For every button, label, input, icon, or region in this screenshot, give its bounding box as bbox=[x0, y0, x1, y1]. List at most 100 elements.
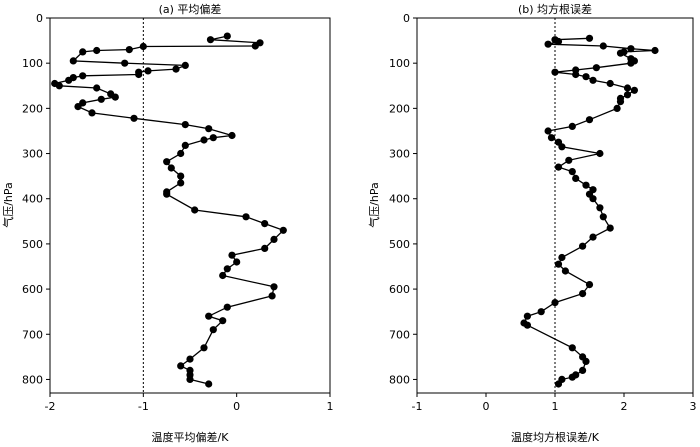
panel-b-y-tick-label: 200 bbox=[389, 102, 410, 115]
panel-a-data-point bbox=[181, 141, 189, 149]
panel-b-data-point bbox=[579, 290, 587, 298]
panel-a-data-point bbox=[191, 206, 199, 214]
panel-a-data-point bbox=[279, 226, 287, 234]
panel-b-data-point bbox=[599, 42, 607, 50]
panel-b-x-tick-label: 3 bbox=[690, 400, 697, 413]
panel-a-y-tick-label: 800 bbox=[22, 373, 43, 386]
panel-b-data-point bbox=[623, 91, 632, 99]
panel-a-data-point bbox=[74, 103, 82, 111]
panel-b-data-point bbox=[554, 260, 563, 268]
panel-b-data-point bbox=[547, 134, 556, 142]
panel-b-data-point bbox=[585, 116, 594, 124]
panel-a-data-point bbox=[125, 46, 133, 54]
panel-a-y-tick-label: 300 bbox=[22, 148, 43, 161]
panel-b-data-point bbox=[568, 122, 576, 130]
panel-a-data-point bbox=[181, 121, 189, 129]
panel-b-data-point bbox=[551, 68, 559, 76]
panel-a-y-tick-label: 400 bbox=[22, 193, 43, 206]
panel-b-y-axis-label: 气压/hPa bbox=[367, 182, 381, 228]
panel-a-data-point bbox=[251, 42, 259, 50]
panel-a-data-point bbox=[55, 82, 63, 90]
panel-a-data-point bbox=[121, 59, 129, 67]
panel-b-data-point bbox=[651, 46, 659, 55]
panel-b-data-point bbox=[582, 357, 590, 365]
panel-a-data-point bbox=[223, 265, 231, 273]
panel-b-data-point bbox=[523, 321, 532, 329]
panel-a-x-tick-label: -2 bbox=[45, 400, 56, 413]
panel-a-data-point bbox=[209, 326, 217, 334]
panel-b-data-point bbox=[568, 344, 576, 352]
panel-a-x-tick-label: 0 bbox=[233, 400, 240, 413]
panel-a-y-tick-label: 200 bbox=[22, 102, 43, 115]
panel-a-data-point bbox=[233, 258, 241, 266]
panel-b-x-tick-label: 0 bbox=[483, 400, 490, 413]
panel-b-data-point bbox=[565, 156, 573, 164]
panel-a-data-point bbox=[111, 93, 119, 101]
panel-a-data-point bbox=[172, 65, 180, 73]
panel-b-y-tick-label: 100 bbox=[389, 57, 410, 70]
panel-b-data-point bbox=[589, 233, 597, 241]
panel-a-x-tick-label: 1 bbox=[327, 400, 334, 413]
panel-a-y-tick-label: 700 bbox=[22, 328, 43, 341]
panel-b-data-point bbox=[585, 281, 594, 289]
panel-b-data-point bbox=[585, 34, 594, 42]
panel-b-data-point bbox=[627, 59, 635, 67]
panel-a-data-point bbox=[135, 70, 143, 79]
panel-b-data-point bbox=[596, 204, 604, 212]
panel-b-data-point bbox=[606, 224, 614, 232]
panel-a-data-point bbox=[181, 61, 189, 69]
panel-a-data-point bbox=[205, 125, 213, 133]
panel-a-data-point bbox=[223, 32, 231, 40]
panel-a-y-tick-label: 500 bbox=[22, 238, 43, 251]
panel-a-data-point bbox=[228, 251, 236, 259]
panel-a-x-axis-label: 温度平均偏差/K bbox=[152, 430, 230, 444]
panel-a-data-point bbox=[88, 109, 96, 117]
panel-a-data-point bbox=[144, 67, 152, 75]
panel-a-title: (a) 平均偏差 bbox=[159, 2, 222, 16]
panel-b-data-point bbox=[523, 312, 532, 320]
panel-b-y-tick-label: 300 bbox=[389, 148, 410, 161]
panel-b-y-tick-label: 700 bbox=[389, 328, 410, 341]
panel-b-data-point bbox=[572, 70, 580, 79]
panel-b-x-ticks: -1 0 1 2 3 bbox=[412, 393, 697, 413]
panel-a-data-point bbox=[186, 355, 194, 363]
panel-b-data-point bbox=[572, 174, 580, 182]
panel-a-data-point bbox=[205, 312, 213, 320]
panel-b-y-tick-label: 0 bbox=[403, 12, 410, 25]
panel-b-y-ticks: 0 100 200 300 400 500 600 700 800 bbox=[389, 12, 417, 386]
panel-a-y-tick-label: 600 bbox=[22, 283, 43, 296]
panel-a-data-point bbox=[205, 380, 213, 388]
panel-a-data-point bbox=[69, 57, 77, 65]
panel-b-y-tick-label: 600 bbox=[389, 283, 410, 296]
panel-a-data-point bbox=[186, 375, 194, 383]
panel-b-data-point bbox=[544, 40, 552, 48]
panel-b-x-tick-label: -1 bbox=[412, 400, 423, 413]
panel-b-data-point bbox=[592, 64, 601, 72]
panel-a-data-point bbox=[200, 344, 208, 352]
panel-b-data-point bbox=[589, 195, 597, 203]
panel-a-data-point bbox=[177, 172, 185, 180]
panel-b-data-point bbox=[558, 143, 566, 151]
panel-a-data-point bbox=[79, 72, 87, 80]
panel-b-data-point bbox=[613, 104, 621, 112]
panel-a-data-point bbox=[219, 317, 227, 325]
panel-b-data-point bbox=[568, 373, 576, 381]
panel-b-data-point bbox=[579, 242, 587, 250]
panel-b-x-tick-label: 2 bbox=[621, 400, 628, 413]
panel-b-data-point bbox=[589, 76, 597, 84]
panel-a-data-point bbox=[163, 190, 171, 198]
panel-a-y-tick-label: 100 bbox=[22, 57, 43, 70]
panel-b-data-point bbox=[544, 127, 552, 135]
panel-a-y-ticks: 0 100 200 300 400 500 600 700 800 bbox=[22, 12, 50, 386]
panel-b-data-point bbox=[537, 308, 545, 316]
panel-b-data-point bbox=[554, 163, 563, 171]
panel-b-data-point bbox=[582, 73, 590, 81]
panel-b-data-point bbox=[599, 213, 607, 221]
panel-a-data-point bbox=[139, 42, 147, 51]
panel-a-data-point bbox=[163, 158, 171, 166]
panel-a-data-point bbox=[270, 283, 278, 291]
panel-a-data-point bbox=[79, 48, 87, 56]
panel-b-y-tick-label: 400 bbox=[389, 193, 410, 206]
panel-a-data-point bbox=[242, 213, 250, 221]
panel-b-x-axis-label: 温度均方根误差/K bbox=[511, 430, 600, 444]
